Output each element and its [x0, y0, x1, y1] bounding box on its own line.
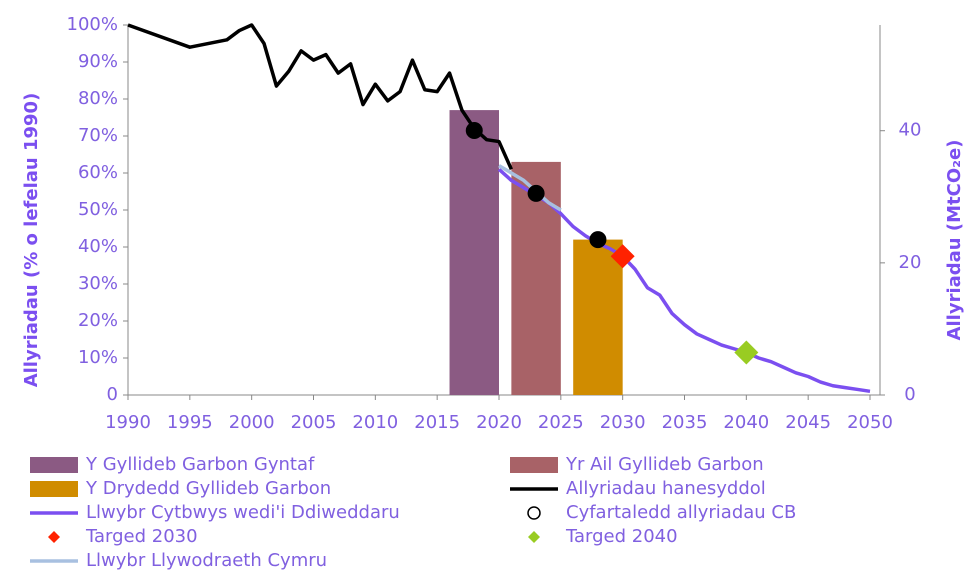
- x-tick-label: 2035: [662, 412, 708, 433]
- line: [498, 164, 562, 212]
- y2-tick-label: 20: [899, 252, 922, 273]
- legend-label: Llwybr Cytbwys wedi'i Ddiweddaru: [86, 502, 400, 523]
- marker: [734, 340, 759, 365]
- y-tick-label: 40%: [78, 236, 118, 257]
- y-tick-label: 80%: [78, 88, 118, 109]
- y-tick-label: 10%: [78, 347, 118, 368]
- x-tick-label: 2020: [476, 412, 522, 433]
- x-tick-label: 2025: [538, 412, 584, 433]
- legend-item: Cyfartaledd allyriadau CB: [527, 502, 796, 523]
- y-tick-label: 70%: [78, 125, 118, 146]
- x-tick-label: 2010: [352, 412, 398, 433]
- legend-swatch: [510, 457, 558, 473]
- x-tick-label: 2040: [723, 412, 769, 433]
- marker: [527, 184, 545, 202]
- legend-swatch: [48, 531, 60, 543]
- legend-item: Y Gyllideb Garbon Gyntaf: [30, 454, 315, 475]
- x-tick-label: 2005: [291, 412, 337, 433]
- y2-axis-label: Allyriadau (MtCO₂e): [944, 140, 965, 341]
- y-axis-label: Allyriadau (% o lefelau 1990): [21, 93, 42, 388]
- x-tick-label: 2030: [600, 412, 646, 433]
- legend-swatch: [527, 506, 541, 520]
- legend-item: Llwybr Llywodraeth Cymru: [30, 550, 327, 571]
- y-tick-label: 90%: [78, 51, 118, 72]
- legend-label: Targed 2030: [85, 526, 198, 547]
- bar: [573, 239, 623, 395]
- y-tick-label: 100%: [67, 14, 118, 35]
- legend-swatch: [30, 481, 78, 497]
- y-tick-label: 20%: [78, 310, 118, 331]
- legend-item: Yr Ail Gyllideb Garbon: [510, 454, 764, 475]
- legend-item: Y Drydedd Gyllideb Garbon: [30, 478, 331, 499]
- legend-item: Targed 2040: [528, 526, 678, 547]
- y2-tick-label: 0: [904, 384, 915, 405]
- legend-label: Cyfartaledd allyriadau CB: [566, 502, 796, 523]
- y-tick-label: 50%: [78, 199, 118, 220]
- legend-label: Y Gyllideb Garbon Gyntaf: [85, 454, 315, 475]
- legend-item: Llwybr Cytbwys wedi'i Ddiweddaru: [30, 502, 400, 523]
- x-tick-label: 2000: [229, 412, 275, 433]
- legend-label: Allyriadau hanesyddol: [566, 478, 766, 499]
- marker: [465, 121, 483, 139]
- legend-item: Targed 2030: [48, 526, 198, 547]
- legend-label: Targed 2040: [565, 526, 678, 547]
- line: [127, 23, 513, 171]
- legend-swatch: [30, 457, 78, 473]
- marker: [589, 231, 607, 249]
- y2-tick-label: 40: [899, 120, 922, 141]
- x-tick-label: 2015: [414, 412, 460, 433]
- legend-label: Llwybr Llywodraeth Cymru: [86, 550, 327, 571]
- line: [497, 167, 871, 394]
- x-tick-label: 2045: [785, 412, 831, 433]
- x-tick-label: 1990: [105, 412, 151, 433]
- y-tick-label: 0: [107, 384, 118, 405]
- legend-item: Allyriadau hanesyddol: [510, 478, 766, 499]
- x-tick-label: 1995: [167, 412, 213, 433]
- x-tick-label: 2050: [847, 412, 893, 433]
- legend-label: Y Drydedd Gyllideb Garbon: [85, 478, 331, 499]
- legend-swatch: [528, 531, 540, 543]
- y-tick-label: 60%: [78, 162, 118, 183]
- bar: [449, 110, 499, 395]
- marker: [610, 244, 635, 269]
- legend-label: Yr Ail Gyllideb Garbon: [565, 454, 764, 475]
- y-tick-label: 30%: [78, 273, 118, 294]
